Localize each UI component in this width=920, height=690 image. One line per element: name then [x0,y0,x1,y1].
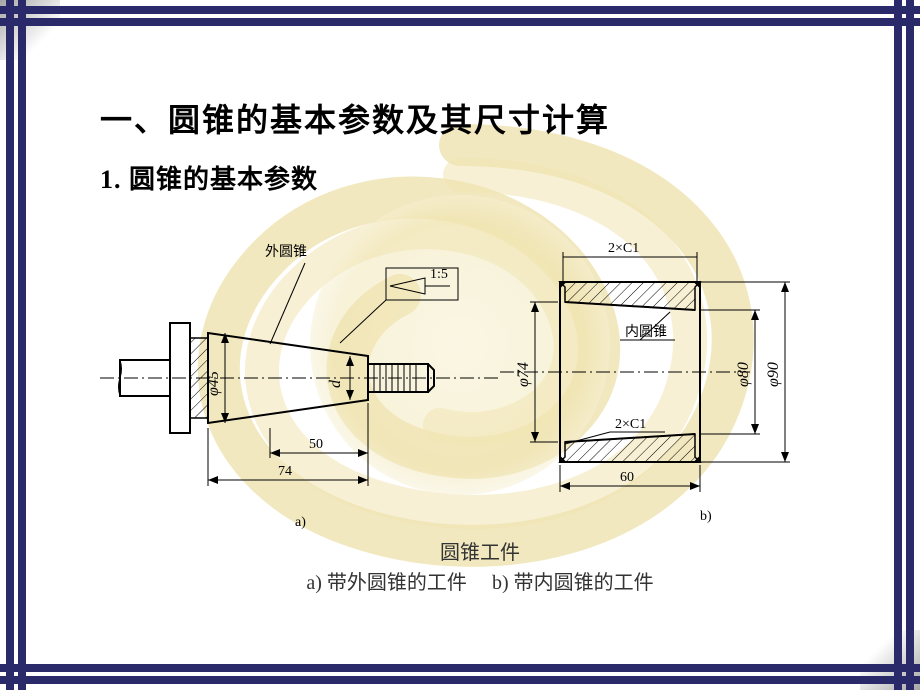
figure-caption: 圆锥工件 a) 带外圆锥的工件 b) 带内圆锥的工件 [100,538,860,598]
svg-text:2×C1: 2×C1 [615,417,646,432]
figures-area: 外圆锥 1:5 φ45 d [100,228,860,538]
figure-b-label: b) [700,509,712,524]
figure-a-label: a) [295,515,306,530]
svg-text:φ90: φ90 [765,362,782,387]
figure-a-external-cone: 外圆锥 1:5 φ45 d [90,228,510,538]
svg-text:内圆锥: 内圆锥 [625,324,667,340]
svg-text:d: d [327,379,344,388]
figure-b-internal-cone: 2×C1 2×C1 内圆锥 φ74 [500,222,830,532]
callout-outer-cone: 外圆锥 [265,244,307,260]
svg-text:50: 50 [309,437,323,452]
caption-line1: 圆锥工件 [100,538,860,568]
svg-text:φ74: φ74 [515,362,532,387]
svg-text:2×C1: 2×C1 [608,241,639,256]
chamfer-top: 2×C1 [563,241,697,284]
sub-heading: 1. 圆锥的基本参数 [100,159,860,196]
caption-part-b: b) 带内圆锥的工件 [492,572,654,594]
main-heading: 一、圆锥的基本参数及其尺寸计算 [100,95,860,141]
svg-text:1:5: 1:5 [430,267,448,282]
svg-text:φ45: φ45 [205,371,222,396]
dim-len-74: 74 [208,428,368,486]
svg-text:74: 74 [278,464,292,479]
callout-inner-cone: 内圆锥 [620,312,675,340]
svg-text:60: 60 [620,470,634,485]
taper-symbol: 1:5 [340,267,458,343]
dim-len-60: 60 [560,465,700,492]
svg-text:φ80: φ80 [735,362,752,387]
caption-part-a: a) 带外圆锥的工件 [306,572,467,594]
